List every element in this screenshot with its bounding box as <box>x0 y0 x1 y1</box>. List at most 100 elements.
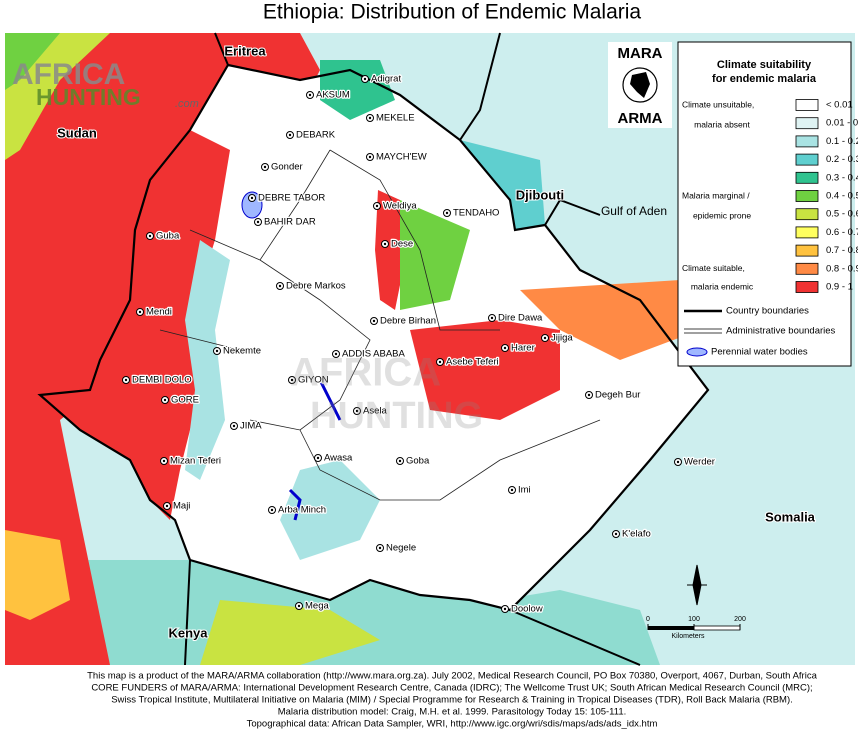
legend-swatch <box>795 117 819 130</box>
town-label: Mendi <box>146 307 172 318</box>
legend-class-label: < 0.01 <box>826 100 853 111</box>
legend-class-label: 0.1 - 0.2 <box>826 136 858 147</box>
afar-green <box>400 200 470 310</box>
scale-bar: Kilometers 0 100 200 <box>646 616 746 640</box>
legend-swatch <box>795 153 819 166</box>
town-marker-dot <box>383 242 387 246</box>
town-label: MEKELE <box>376 113 415 124</box>
town-marker-dot <box>138 310 142 314</box>
town-marker-dot <box>490 316 494 320</box>
town-label: Jijiga <box>551 333 573 344</box>
town-marker-dot <box>250 196 254 200</box>
town-label: Debre Birhan <box>380 316 436 327</box>
legend-group-label: epidemic prone <box>693 210 751 220</box>
town-marker-dot <box>614 532 618 536</box>
town-label: Dire Dawa <box>498 313 543 324</box>
lake-tana <box>241 191 263 219</box>
town-marker-dot <box>232 424 236 428</box>
legend-class-label: 0.2 - 0.3 <box>826 154 858 165</box>
legend-box <box>677 41 852 367</box>
town-label: Nekemte <box>223 346 261 357</box>
town-marker-dot <box>263 165 267 169</box>
watermark: AFRICA HUNTING .com AFRICA HUNTING <box>12 58 483 437</box>
town-label: DEMBI DOLO <box>132 375 192 386</box>
neighbour-borders <box>184 32 641 666</box>
town-marker-dot <box>676 460 680 464</box>
west-red <box>40 130 230 520</box>
scale-tick-label: 100 <box>688 616 700 623</box>
legend: Climate suitability for endemic malaria … <box>677 41 858 367</box>
map-title: Ethiopia: Distribution of Endemic Malari… <box>263 1 641 24</box>
watermark-brand-center: AFRICA <box>290 351 441 395</box>
town-label: Awasa <box>324 453 353 464</box>
footer-line: Swiss Tropical Institute, Multilateral I… <box>111 695 793 706</box>
country-label: Djibouti <box>516 187 564 202</box>
legend-swatch <box>795 135 819 148</box>
legend-group-label: Climate suitable, <box>682 263 745 273</box>
legend-group-label: malaria absent <box>694 119 750 129</box>
legend-title: for endemic malaria <box>712 73 817 85</box>
town-label: JIMA <box>240 421 262 432</box>
north-arrow <box>687 564 707 606</box>
legend-swatch <box>795 208 819 221</box>
djibouti-region <box>460 140 545 230</box>
town-marker-dot <box>334 352 338 356</box>
legend-class-label: 0.3 - 0.4 <box>826 172 858 183</box>
legend-class-label: 0.4 - 0.5 <box>826 191 858 202</box>
town-label: Doolow <box>511 604 543 615</box>
tigray-green <box>320 60 395 120</box>
legend-class-label: 0.01 - 0.1 <box>826 118 858 129</box>
country-label: Sudan <box>57 125 97 140</box>
scale-tick-label: 200 <box>734 616 746 623</box>
legend-item: Perennial water bodies <box>711 347 808 358</box>
rift-lakes <box>288 379 342 521</box>
country-label: Kenya <box>168 625 208 640</box>
scale-segment <box>693 625 741 631</box>
town-label: Imi <box>518 485 531 496</box>
town-label: Mega <box>305 601 329 612</box>
town-marker-dot <box>278 284 282 288</box>
legend-item: Country boundaries <box>726 306 809 317</box>
country-labels: Eritrea Sudan Djibouti Gulf of Aden Soma… <box>56 42 817 641</box>
town-marker-dot <box>163 398 167 402</box>
town-marker-dot <box>510 488 514 492</box>
footer-line: CORE FUNDERS of MARA/ARMA: International… <box>91 683 812 694</box>
admin-boundaries <box>159 149 601 501</box>
town-label: Debre Markos <box>286 281 346 292</box>
town-marker-dot <box>256 220 260 224</box>
legend-swatch <box>795 281 819 293</box>
town-label: DEBARK <box>296 130 336 141</box>
town-marker-dot <box>165 504 169 508</box>
east-red <box>410 320 560 420</box>
town-label: Harer <box>511 343 535 354</box>
sw-orange <box>5 530 70 620</box>
legend-swatch <box>795 171 819 184</box>
sudan-red <box>5 33 320 665</box>
town-label: Arba Minch <box>278 505 326 516</box>
town-marker-dot <box>288 133 292 137</box>
scale-segment <box>648 626 694 630</box>
towns: Adigrat AKSUM MEKELE DEBARK MAYCH'EW Gonder DE… <box>122 72 716 616</box>
town-label: Asebe Teferi <box>446 357 499 368</box>
town-label: TENDAHO <box>453 208 499 219</box>
town-marker-dot <box>445 211 449 215</box>
town-label: Maji <box>173 501 190 512</box>
legend-class-label: 0.7 - 0.8 <box>826 245 858 256</box>
footer-line: Malaria distribution model: Craig, M.H. … <box>278 707 627 718</box>
town-label: GIYON <box>298 375 329 386</box>
legend-class-label: 0.5 - 0.6 <box>826 209 858 220</box>
town-label: Negele <box>386 543 416 554</box>
legend-class-label: 0.9 - 1 <box>826 282 853 293</box>
legend-title: Climate suitability <box>717 59 812 71</box>
scale-unit: Kilometers <box>671 633 705 640</box>
town-marker-dot <box>543 336 547 340</box>
town-label: MAYCH'EW <box>376 152 427 163</box>
town-marker-dot <box>503 607 507 611</box>
town-label: GORE <box>171 395 199 406</box>
legend-group-label: malaria endemic <box>691 281 754 291</box>
town-marker-dot <box>290 378 294 382</box>
town-marker-dot <box>162 459 166 463</box>
